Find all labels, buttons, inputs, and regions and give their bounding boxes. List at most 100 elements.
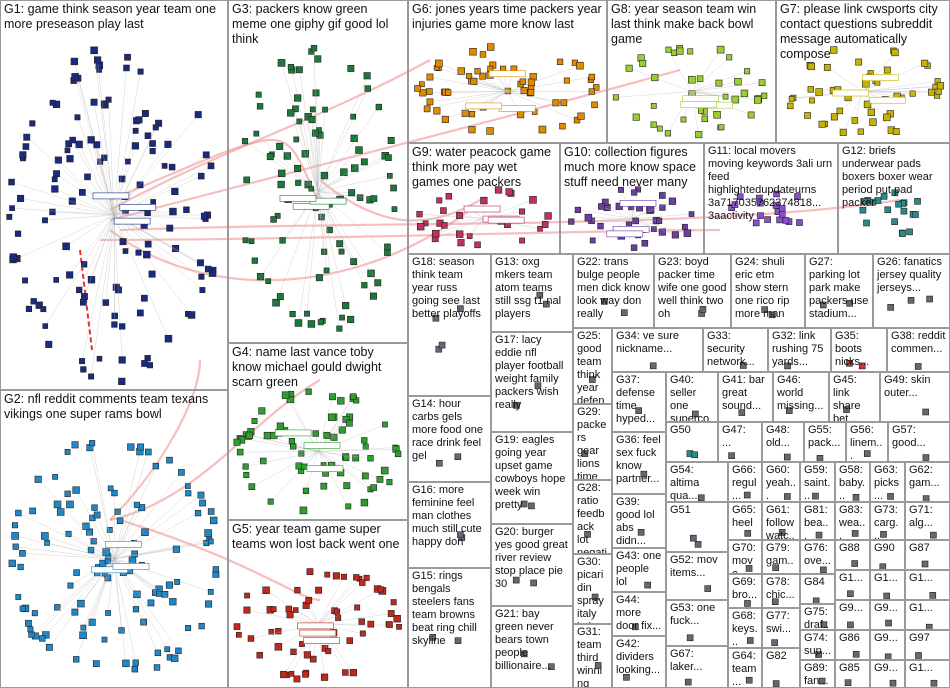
- node: [640, 470, 648, 478]
- node: [295, 66, 303, 74]
- node: [393, 615, 401, 623]
- node-label: [92, 192, 130, 200]
- node: [350, 113, 357, 120]
- node: [169, 207, 177, 216]
- group-box: G8: year season team win last think make…: [607, 0, 776, 143]
- node: [819, 301, 827, 309]
- edge: [307, 116, 319, 192]
- node: [251, 257, 258, 264]
- group-box: G65: heel: [728, 502, 762, 540]
- group-label: G28: ratio feedback lot negative use sat…: [577, 482, 607, 554]
- node: [54, 604, 61, 611]
- node: [256, 651, 263, 659]
- inter-group-edge: [319, 179, 481, 222]
- group-box: G27: parking lot park make packers use s…: [805, 254, 873, 328]
- group-box: G89: fan...: [800, 660, 835, 688]
- group-box: G18: season think team year russ going s…: [408, 254, 491, 396]
- node: [76, 286, 83, 294]
- group-label: G1: game think season year team one more…: [4, 2, 216, 31]
- edge: [84, 214, 115, 297]
- node: [256, 103, 264, 110]
- node: [96, 355, 103, 362]
- node: [423, 105, 431, 113]
- node: [631, 189, 638, 196]
- node: [245, 431, 254, 440]
- group-label: G3: packers know green meme one giphy gi…: [232, 2, 389, 46]
- node: [359, 579, 366, 586]
- edge: [446, 91, 508, 93]
- node: [761, 92, 768, 99]
- node: [185, 483, 191, 489]
- edge: [20, 198, 115, 216]
- node: [276, 293, 284, 301]
- edge: [317, 447, 396, 452]
- node: [891, 218, 898, 226]
- group-box: G49: skin outer...: [880, 372, 950, 422]
- node: [536, 291, 544, 299]
- node: [456, 211, 464, 219]
- node: [541, 221, 549, 228]
- node: [889, 679, 897, 687]
- edge: [507, 65, 580, 92]
- node: [914, 198, 921, 205]
- node: [73, 569, 80, 576]
- group-label: G30: picaridin spray italy lotion mosqui…: [577, 556, 604, 623]
- group-label: G67: laker...: [670, 648, 703, 673]
- node: [304, 310, 310, 317]
- node: [279, 237, 286, 244]
- node: [153, 664, 161, 671]
- node: [656, 217, 663, 224]
- node: [818, 120, 826, 128]
- node: [152, 462, 160, 470]
- node: [671, 231, 679, 239]
- node: [262, 586, 270, 594]
- node: [830, 46, 838, 54]
- node: [454, 453, 462, 461]
- group-box: G34: ve sure nickname...: [612, 328, 703, 372]
- node: [560, 99, 568, 107]
- group-label: G12: briefs underwear pads boxers boxer …: [842, 145, 933, 209]
- group-label: G83: wea...: [839, 504, 866, 540]
- node: [197, 491, 205, 499]
- node: [71, 73, 79, 81]
- group-label: G4: name last vance toby know michael go…: [232, 345, 382, 389]
- group-label: G82: [766, 650, 787, 662]
- node: [71, 608, 79, 616]
- node: [676, 47, 684, 55]
- node: [100, 100, 107, 107]
- node: [49, 99, 56, 106]
- group-label: G50: [670, 424, 691, 436]
- edge: [507, 91, 578, 121]
- node: [696, 75, 704, 83]
- group-label: G16: more feminine feel man clothes much…: [412, 484, 482, 548]
- node: [295, 179, 302, 186]
- node: [244, 592, 250, 599]
- node: [90, 538, 97, 545]
- node: [41, 532, 49, 540]
- node: [340, 573, 347, 580]
- node: [761, 306, 768, 313]
- node: [367, 269, 375, 278]
- node: [573, 116, 581, 124]
- group-box: G29: packers gear lions time one lady gr…: [573, 404, 612, 480]
- group-label: G41: bar great sound...: [722, 374, 765, 412]
- node: [936, 82, 945, 90]
- node: [883, 592, 890, 600]
- node: [468, 126, 476, 134]
- node: [880, 531, 887, 538]
- node: [17, 563, 24, 571]
- node: [6, 213, 13, 220]
- node: [204, 265, 212, 273]
- node: [338, 426, 346, 434]
- node: [332, 572, 340, 580]
- group-box: G23: boyd packer time wife one good well…: [654, 254, 731, 328]
- node: [306, 568, 314, 576]
- node: [45, 340, 53, 348]
- group-box: G45: link share bet...: [829, 372, 880, 422]
- node: [349, 669, 357, 677]
- inter-group-edge: [109, 68, 681, 222]
- node: [858, 362, 866, 370]
- edge: [113, 504, 138, 560]
- node: [433, 107, 441, 115]
- node: [620, 309, 628, 316]
